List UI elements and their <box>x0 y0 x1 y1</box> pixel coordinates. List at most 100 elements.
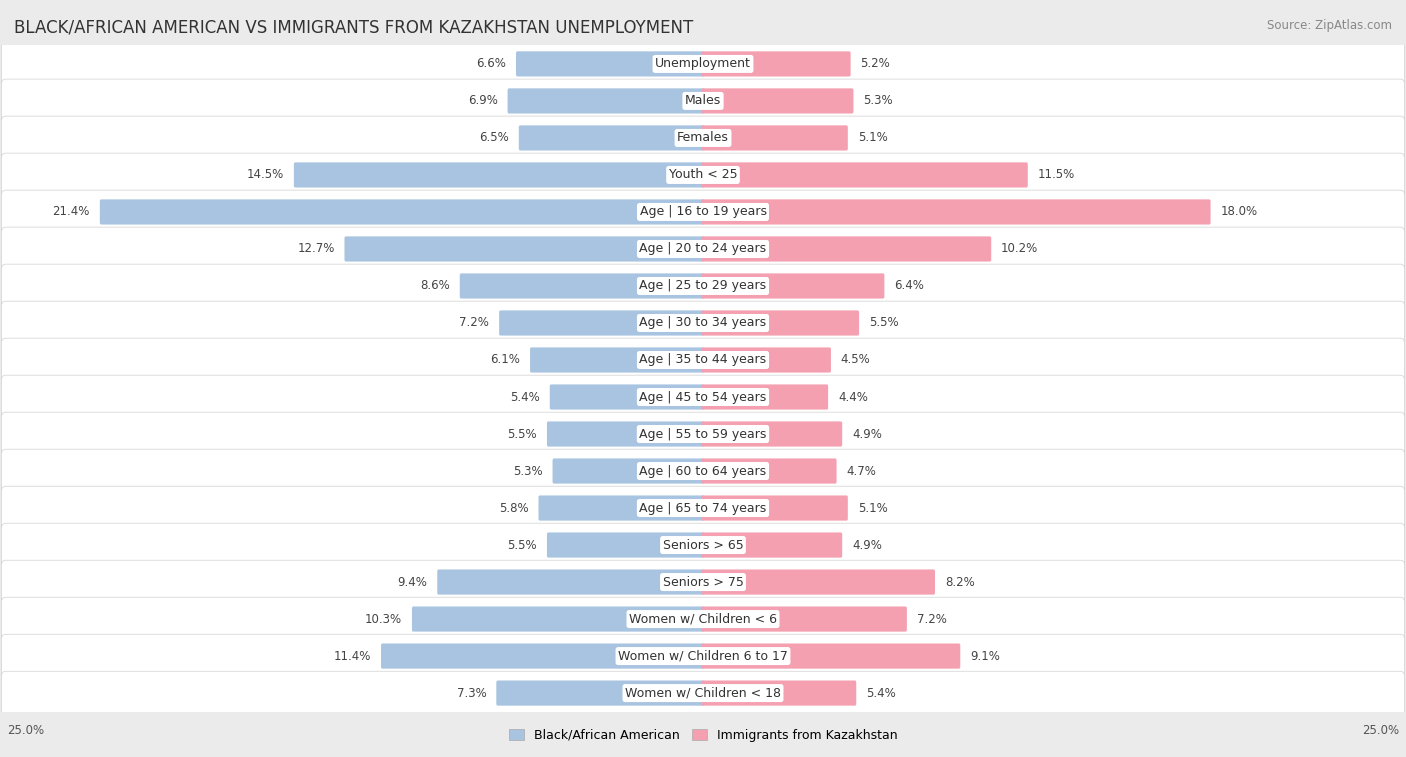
Text: 21.4%: 21.4% <box>52 205 90 219</box>
FancyBboxPatch shape <box>508 89 704 114</box>
Text: 5.1%: 5.1% <box>858 502 887 515</box>
Text: 5.3%: 5.3% <box>863 95 893 107</box>
Text: BLACK/AFRICAN AMERICAN VS IMMIGRANTS FROM KAZAKHSTAN UNEMPLOYMENT: BLACK/AFRICAN AMERICAN VS IMMIGRANTS FRO… <box>14 19 693 37</box>
FancyBboxPatch shape <box>496 681 704 706</box>
Text: 6.1%: 6.1% <box>491 354 520 366</box>
Text: 4.5%: 4.5% <box>841 354 870 366</box>
FancyBboxPatch shape <box>1 190 1405 234</box>
Text: 5.8%: 5.8% <box>499 502 529 515</box>
FancyBboxPatch shape <box>547 532 704 558</box>
Text: 5.4%: 5.4% <box>866 687 896 699</box>
FancyBboxPatch shape <box>1 634 1405 678</box>
FancyBboxPatch shape <box>412 606 704 631</box>
FancyBboxPatch shape <box>702 532 842 558</box>
Text: 6.9%: 6.9% <box>468 95 498 107</box>
FancyBboxPatch shape <box>702 459 837 484</box>
FancyBboxPatch shape <box>702 199 1211 225</box>
Text: 4.9%: 4.9% <box>852 428 882 441</box>
FancyBboxPatch shape <box>702 273 884 298</box>
Text: 18.0%: 18.0% <box>1220 205 1257 219</box>
FancyBboxPatch shape <box>100 199 704 225</box>
Text: 5.5%: 5.5% <box>508 538 537 552</box>
Text: 5.5%: 5.5% <box>869 316 898 329</box>
Text: 25.0%: 25.0% <box>7 724 44 737</box>
FancyBboxPatch shape <box>702 643 960 668</box>
FancyBboxPatch shape <box>702 681 856 706</box>
FancyBboxPatch shape <box>1 560 1405 604</box>
Text: Women w/ Children < 18: Women w/ Children < 18 <box>626 687 780 699</box>
FancyBboxPatch shape <box>1 227 1405 271</box>
Text: 5.3%: 5.3% <box>513 465 543 478</box>
FancyBboxPatch shape <box>344 236 704 262</box>
FancyBboxPatch shape <box>1 523 1405 567</box>
FancyBboxPatch shape <box>1 671 1405 715</box>
Text: 25.0%: 25.0% <box>1362 724 1399 737</box>
FancyBboxPatch shape <box>1 449 1405 493</box>
FancyBboxPatch shape <box>1 153 1405 197</box>
Text: 10.2%: 10.2% <box>1001 242 1038 255</box>
FancyBboxPatch shape <box>702 89 853 114</box>
Text: Age | 30 to 34 years: Age | 30 to 34 years <box>640 316 766 329</box>
FancyBboxPatch shape <box>1 597 1405 641</box>
FancyBboxPatch shape <box>460 273 704 298</box>
Text: 7.2%: 7.2% <box>460 316 489 329</box>
FancyBboxPatch shape <box>516 51 704 76</box>
Text: 11.4%: 11.4% <box>333 650 371 662</box>
FancyBboxPatch shape <box>702 236 991 262</box>
FancyBboxPatch shape <box>702 422 842 447</box>
FancyBboxPatch shape <box>1 116 1405 160</box>
FancyBboxPatch shape <box>702 347 831 372</box>
Text: 7.2%: 7.2% <box>917 612 946 625</box>
FancyBboxPatch shape <box>530 347 704 372</box>
Text: Youth < 25: Youth < 25 <box>669 169 737 182</box>
Text: Source: ZipAtlas.com: Source: ZipAtlas.com <box>1267 19 1392 32</box>
Text: 4.4%: 4.4% <box>838 391 868 403</box>
FancyBboxPatch shape <box>702 495 848 521</box>
Text: 14.5%: 14.5% <box>247 169 284 182</box>
Text: Females: Females <box>678 132 728 145</box>
Text: Women w/ Children < 6: Women w/ Children < 6 <box>628 612 778 625</box>
FancyBboxPatch shape <box>702 569 935 595</box>
FancyBboxPatch shape <box>1 301 1405 345</box>
FancyBboxPatch shape <box>702 51 851 76</box>
FancyBboxPatch shape <box>702 162 1028 188</box>
Text: 5.2%: 5.2% <box>860 58 890 70</box>
Text: Age | 35 to 44 years: Age | 35 to 44 years <box>640 354 766 366</box>
Text: 6.6%: 6.6% <box>477 58 506 70</box>
Text: Age | 25 to 29 years: Age | 25 to 29 years <box>640 279 766 292</box>
Text: Age | 16 to 19 years: Age | 16 to 19 years <box>640 205 766 219</box>
FancyBboxPatch shape <box>702 606 907 631</box>
Text: Unemployment: Unemployment <box>655 58 751 70</box>
FancyBboxPatch shape <box>294 162 704 188</box>
Text: Seniors > 75: Seniors > 75 <box>662 575 744 588</box>
Text: 10.3%: 10.3% <box>366 612 402 625</box>
FancyBboxPatch shape <box>553 459 704 484</box>
Text: Age | 55 to 59 years: Age | 55 to 59 years <box>640 428 766 441</box>
Text: 11.5%: 11.5% <box>1038 169 1074 182</box>
Text: 5.5%: 5.5% <box>508 428 537 441</box>
Text: 9.1%: 9.1% <box>970 650 1000 662</box>
Text: Age | 20 to 24 years: Age | 20 to 24 years <box>640 242 766 255</box>
FancyBboxPatch shape <box>702 126 848 151</box>
FancyBboxPatch shape <box>1 375 1405 419</box>
Text: 4.9%: 4.9% <box>852 538 882 552</box>
FancyBboxPatch shape <box>1 338 1405 382</box>
Text: Males: Males <box>685 95 721 107</box>
Text: 12.7%: 12.7% <box>297 242 335 255</box>
FancyBboxPatch shape <box>1 264 1405 308</box>
Text: 8.6%: 8.6% <box>420 279 450 292</box>
FancyBboxPatch shape <box>702 310 859 335</box>
Text: Age | 60 to 64 years: Age | 60 to 64 years <box>640 465 766 478</box>
FancyBboxPatch shape <box>538 495 704 521</box>
FancyBboxPatch shape <box>499 310 704 335</box>
FancyBboxPatch shape <box>1 79 1405 123</box>
FancyBboxPatch shape <box>550 385 704 410</box>
FancyBboxPatch shape <box>702 385 828 410</box>
FancyBboxPatch shape <box>1 486 1405 530</box>
Text: 5.4%: 5.4% <box>510 391 540 403</box>
Text: 7.3%: 7.3% <box>457 687 486 699</box>
FancyBboxPatch shape <box>547 422 704 447</box>
Text: 8.2%: 8.2% <box>945 575 974 588</box>
Legend: Black/African American, Immigrants from Kazakhstan: Black/African American, Immigrants from … <box>503 724 903 747</box>
Text: 6.5%: 6.5% <box>479 132 509 145</box>
